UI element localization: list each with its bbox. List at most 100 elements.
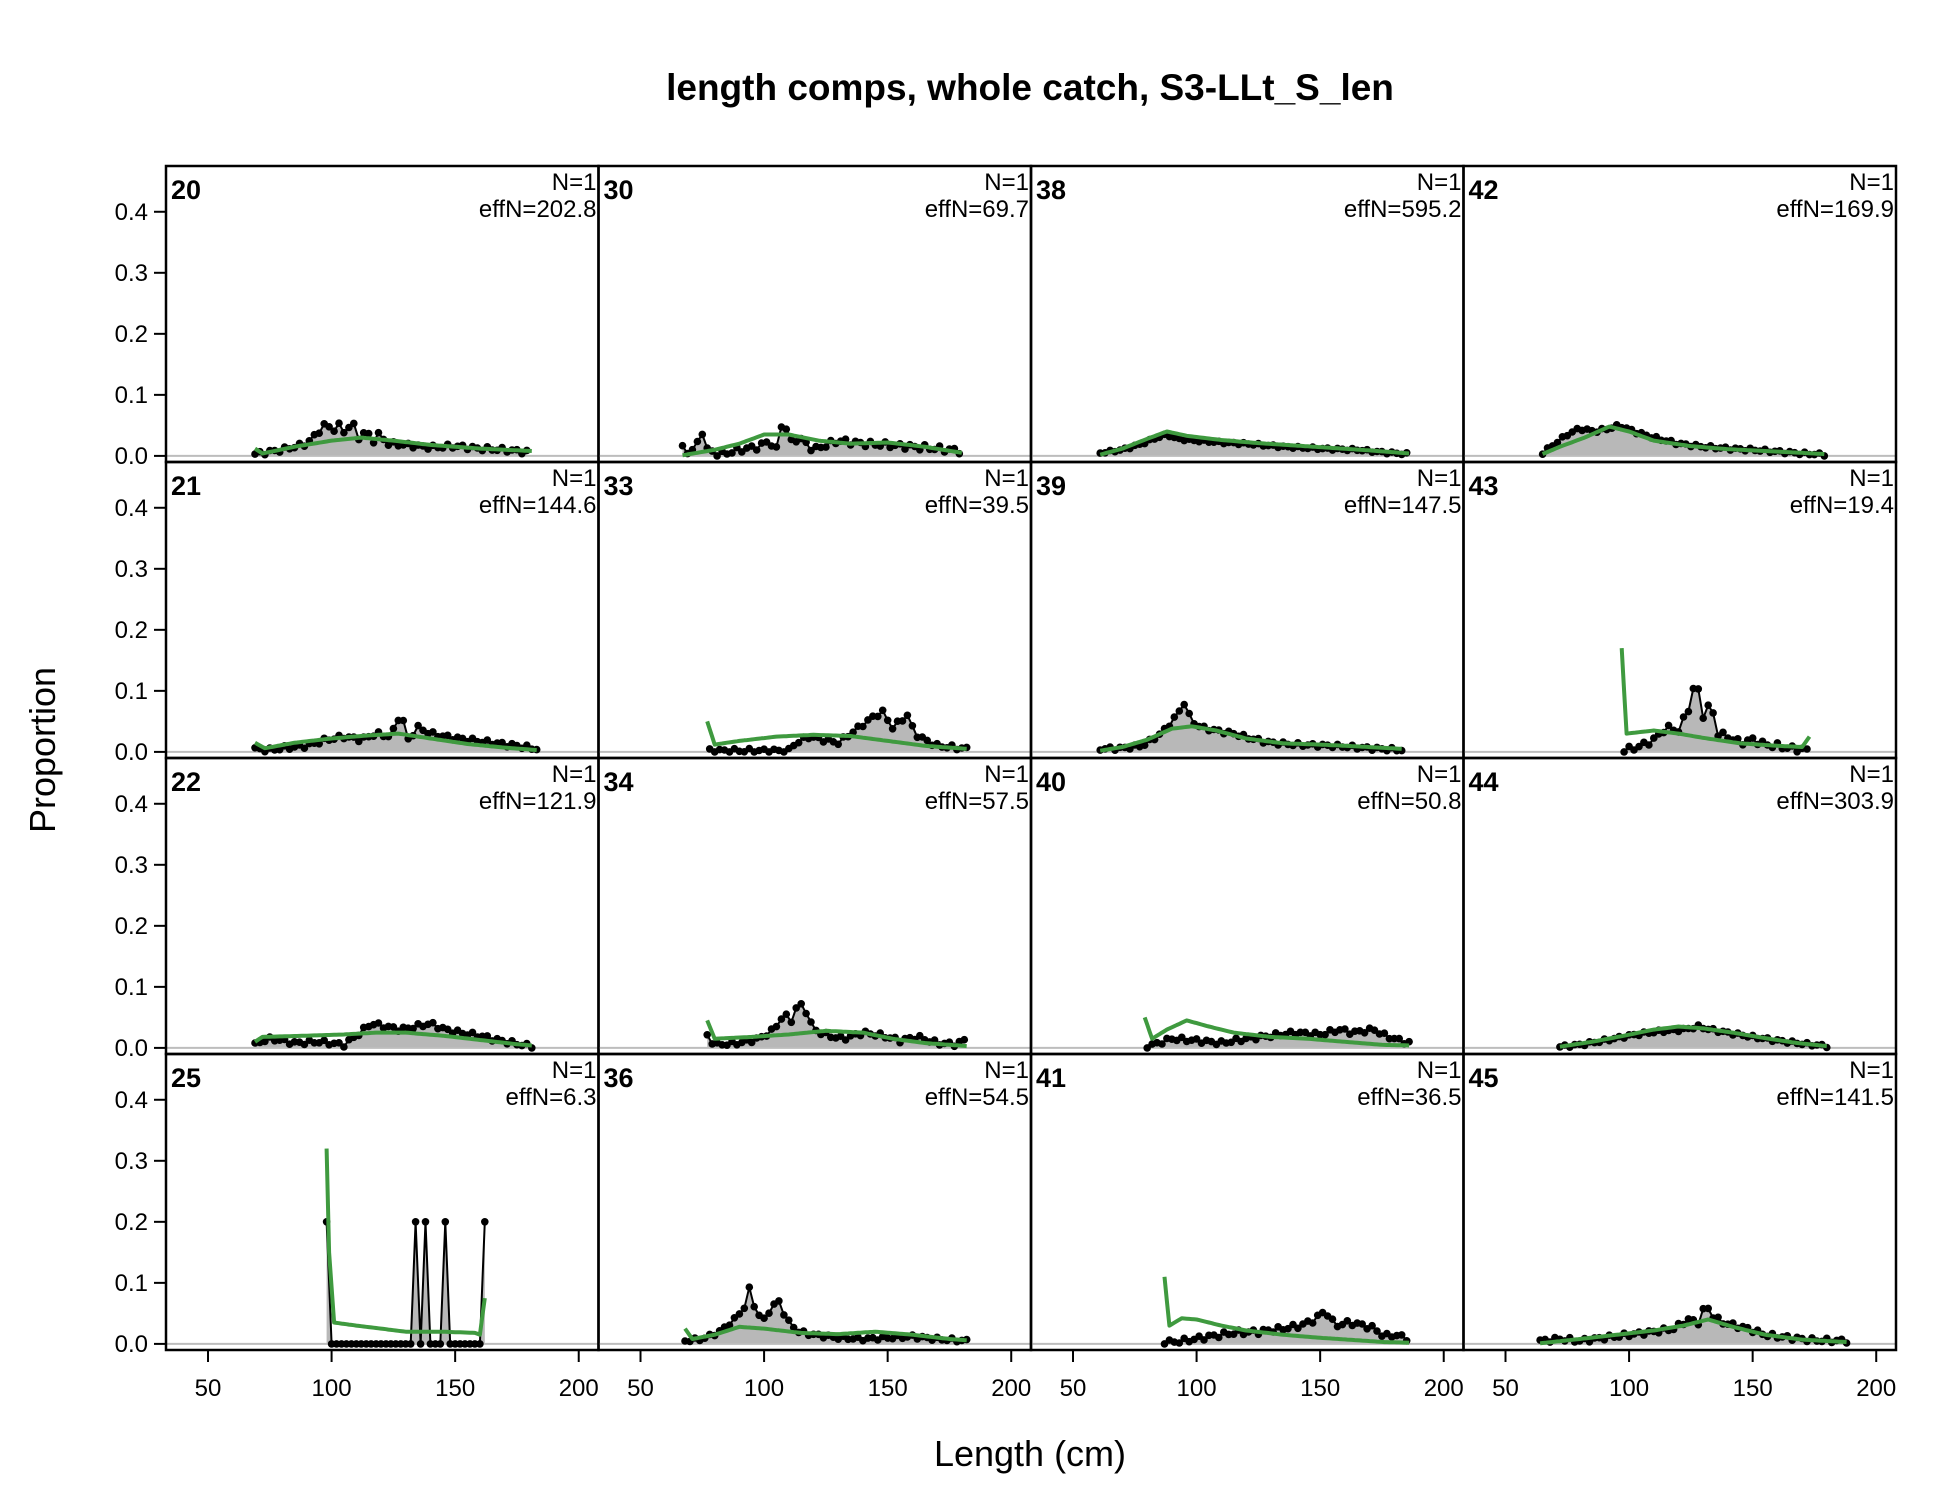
panel-effn-label: effN=169.9 — [1776, 196, 1894, 223]
observed-point — [1373, 1327, 1381, 1335]
panel-year-label: 43 — [1469, 471, 1499, 501]
observed-point — [1158, 1040, 1166, 1048]
panel-n-label: N=1 — [1849, 761, 1894, 788]
expected-line — [1099, 724, 1402, 753]
observed-point — [760, 1314, 768, 1322]
y-tick-label: 0.3 — [115, 556, 148, 583]
y-tick-label: 0.3 — [115, 260, 148, 287]
observed-point — [1308, 1319, 1317, 1327]
observed-point — [878, 706, 887, 715]
observed-point — [315, 429, 324, 438]
observed-point — [777, 1015, 786, 1023]
observed-point — [355, 737, 363, 746]
panel-year-label: 38 — [1036, 175, 1066, 205]
observed-point — [807, 446, 815, 455]
observed-point — [389, 1023, 398, 1031]
y-tick-label: 0.0 — [115, 443, 148, 470]
observed-point — [261, 1037, 269, 1046]
y-tick-label: 0.4 — [115, 495, 148, 522]
observed-point — [483, 1032, 492, 1040]
observed-point — [822, 443, 830, 451]
observed-point — [1684, 707, 1693, 716]
observed-point — [429, 1018, 437, 1027]
panel-effn-label: effN=303.9 — [1776, 788, 1894, 815]
observed-point — [330, 427, 338, 436]
panel-year-label: 36 — [604, 1063, 634, 1093]
x-tick-label: 200 — [1856, 1375, 1896, 1402]
observed-point — [1341, 1025, 1349, 1033]
observed-point — [693, 437, 702, 446]
x-tick-label: 150 — [435, 1375, 475, 1402]
panel-n-label: N=1 — [1417, 1057, 1462, 1084]
observed-point — [441, 1218, 450, 1226]
observed-point — [747, 1038, 756, 1047]
observed-point — [797, 1000, 805, 1008]
y-tick-label: 0.1 — [115, 678, 148, 705]
panel-year-label: 25 — [171, 1063, 201, 1093]
x-tick-label: 150 — [1300, 1375, 1340, 1402]
expected-line — [253, 731, 537, 753]
expected-line — [1539, 1317, 1847, 1346]
panel-year-label: 34 — [604, 767, 634, 797]
observed-point — [807, 1018, 815, 1026]
observed-point — [883, 716, 892, 725]
panel-n-label: N=1 — [984, 169, 1029, 196]
observed-point — [1679, 713, 1688, 721]
observed-point — [340, 428, 348, 437]
y-tick-label: 0.0 — [115, 1035, 148, 1062]
x-tick-label: 50 — [195, 1375, 222, 1402]
panel-effn-label: effN=141.5 — [1776, 1084, 1894, 1111]
panel-n-label: N=1 — [1417, 761, 1462, 788]
observed-point — [794, 738, 803, 747]
panel-effn-label: effN=202.8 — [479, 196, 597, 223]
observed-point — [325, 423, 333, 431]
observed-point — [300, 1040, 309, 1049]
observed-point — [429, 728, 437, 736]
observed-point — [1140, 741, 1149, 749]
observed-point — [745, 1283, 754, 1291]
observed-point — [834, 740, 842, 749]
observed-point — [416, 1340, 425, 1348]
observed-point — [903, 711, 912, 720]
observed-point — [908, 722, 917, 730]
observed-point — [765, 1309, 773, 1317]
panel-effn-label: effN=57.5 — [925, 788, 1029, 815]
y-tick-label: 0.4 — [115, 791, 148, 818]
panel-border — [1462, 1052, 1898, 1352]
observed-point — [841, 1036, 850, 1044]
observed-point — [1185, 709, 1193, 718]
x-tick-label: 150 — [868, 1375, 908, 1402]
panel-year-label: 22 — [171, 767, 201, 797]
panel-effn-label: effN=54.5 — [925, 1084, 1029, 1111]
expected-line — [1619, 647, 1812, 749]
observed-point — [1803, 745, 1811, 753]
chart-title: length comps, whole catch, S3-LLt_S_len — [666, 67, 1394, 108]
y-tick-label: 0.2 — [115, 321, 148, 348]
x-tick-label: 200 — [991, 1375, 1031, 1402]
panel-effn-label: effN=50.8 — [1357, 788, 1461, 815]
x-tick-label: 150 — [1733, 1375, 1773, 1402]
observed-point — [1719, 728, 1727, 737]
y-tick-label: 0.1 — [115, 382, 148, 409]
observed-point — [1175, 1339, 1184, 1347]
y-tick-label: 0.3 — [115, 852, 148, 879]
panel-n-label: N=1 — [552, 465, 597, 492]
y-tick-label: 0.2 — [115, 913, 148, 940]
observed-point — [740, 1304, 749, 1313]
observed-point — [1200, 1336, 1208, 1344]
y-tick-label: 0.0 — [115, 739, 148, 766]
y-tick-label: 0.4 — [115, 1087, 148, 1114]
y-tick-label: 0.1 — [115, 974, 148, 1001]
observed-point — [1360, 1029, 1369, 1037]
observed-point — [389, 724, 398, 733]
observed-point — [350, 419, 358, 428]
observed-fill — [326, 1221, 485, 1344]
observed-point — [802, 1009, 810, 1018]
observed-point — [785, 1316, 793, 1324]
expected-line — [682, 432, 963, 458]
y-tick-label: 0.1 — [115, 1270, 148, 1297]
x-tick-label: 200 — [1424, 1375, 1464, 1402]
observed-point — [374, 1019, 383, 1027]
